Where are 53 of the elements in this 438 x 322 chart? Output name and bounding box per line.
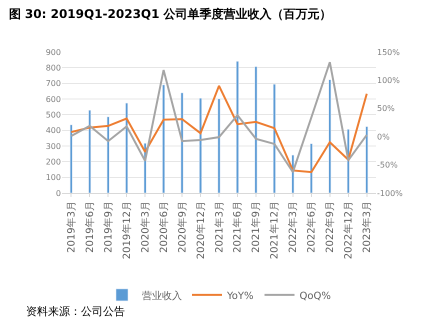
x-tick-label: 2022年6月 xyxy=(306,201,318,253)
legend-label: QoQ% xyxy=(300,290,331,302)
x-tick-label: 2019年12月 xyxy=(120,201,133,260)
bar xyxy=(106,116,110,193)
bar xyxy=(310,143,313,193)
x-tick-label: 2019年9月 xyxy=(102,201,114,253)
x-tick-label: 2020年12月 xyxy=(194,201,207,260)
x-tick-label: 2022年3月 xyxy=(287,201,300,253)
line-series xyxy=(70,61,368,174)
x-tick-label: 2019年3月 xyxy=(65,201,78,253)
x-tick-label: 2020年3月 xyxy=(139,201,152,253)
y2-tick-label: -100% xyxy=(377,188,404,198)
y2-tick-label: 150% xyxy=(377,48,400,57)
bar xyxy=(180,92,184,193)
bar xyxy=(328,79,332,193)
y-tick-label: 500 xyxy=(46,110,61,120)
bar xyxy=(236,61,239,193)
y2-tick-label: 0% xyxy=(377,132,390,142)
x-tick-label: 2021年3月 xyxy=(213,201,226,253)
y-tick-label: 0 xyxy=(56,188,61,198)
bar xyxy=(199,98,202,193)
bar xyxy=(365,126,368,193)
x-tick-label: 2022年12月 xyxy=(342,201,355,260)
y-tick-label: 300 xyxy=(46,142,61,151)
bar xyxy=(70,124,73,193)
y2-tick-label: 50% xyxy=(377,104,396,114)
y-tick-label: 100 xyxy=(46,173,61,182)
bar xyxy=(254,66,258,193)
y-tick-label: 900 xyxy=(46,48,61,57)
x-tick-label: 2019年6月 xyxy=(84,201,96,253)
x-tick-label: 2021年6月 xyxy=(232,201,244,253)
y-tick-label: 800 xyxy=(46,63,61,72)
bar xyxy=(125,102,128,193)
x-tick-label: 2022年9月 xyxy=(324,201,336,253)
y-tick-label: 400 xyxy=(46,126,61,136)
legend-label: 营业收入 xyxy=(142,290,182,302)
x-tick-label: 2021年12月 xyxy=(268,201,281,260)
y-tick-label: 700 xyxy=(46,79,61,88)
y-tick-label: 200 xyxy=(46,157,61,166)
x-tick-label: 2023年3月 xyxy=(361,201,374,253)
x-tick-label: 2021年9月 xyxy=(250,201,262,253)
bar xyxy=(273,84,276,193)
line-series xyxy=(70,84,368,174)
y-tick-label: 600 xyxy=(46,94,61,104)
x-tick-label: 2020年9月 xyxy=(176,201,188,253)
chart-title: 图 30: 2019Q1-2023Q1 公司单季度营业收入（百万元） xyxy=(8,7,332,22)
y2-tick-label: -50% xyxy=(377,160,398,170)
text: 资料来源：公司公告 xyxy=(26,305,125,318)
y2-tick-label: 100% xyxy=(377,76,400,85)
bar xyxy=(162,84,165,193)
legend-label: YoY% xyxy=(226,290,254,302)
x-tick-label: 2020年6月 xyxy=(158,201,170,253)
bar xyxy=(218,98,220,193)
